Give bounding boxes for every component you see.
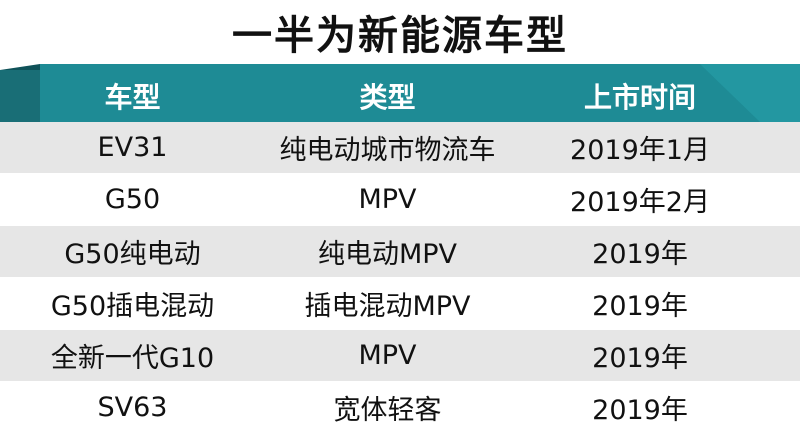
table-row: G50纯电动 纯电动MPV 2019年 [0,226,800,278]
cell-launch-time: 2019年1月 [570,135,710,166]
cell-launch-time: 2019年2月 [570,187,710,218]
cell-model: SV63 [97,392,168,423]
cell-model: 全新一代G10 [50,343,215,374]
cell-type: 纯电动MPV [317,239,458,270]
cell-type: MPV [358,184,417,215]
cell-launch-time: 2019年 [592,239,688,270]
table-row: SV63 宽体轻客 2019年 [0,382,800,434]
cell-type: 纯电动城市物流车 [279,135,496,166]
data-table: EV31 纯电动城市物流车 2019年1月 G50 MPV 2019年2月 G5… [0,122,800,434]
cell-model: G50纯电动 [64,239,201,270]
table-row: 全新一代G10 MPV 2019年 [0,330,800,382]
cell-type: MPV [358,340,417,371]
page-title: 一半为新能源车型 [232,13,568,59]
header-band [0,64,800,122]
header-model: 车型 [104,81,161,114]
cell-type: 插电混动MPV [304,291,471,322]
cell-launch-time: 2019年 [592,395,688,426]
header-type: 类型 [359,81,416,114]
cell-model: G50插电混动 [50,291,215,322]
table-header: 车型 类型 上市时间 [0,72,800,120]
header-launch-time: 上市时间 [583,81,696,114]
cell-launch-time: 2019年 [592,343,688,374]
cell-type: 宽体轻客 [333,395,442,426]
cell-model: EV31 [97,132,168,163]
cell-model: G50 [104,184,161,215]
table-row: G50 MPV 2019年2月 [0,174,800,226]
cell-launch-time: 2019年 [592,291,688,322]
table-row: EV31 纯电动城市物流车 2019年1月 [0,122,800,174]
table-row: G50插电混动 插电混动MPV 2019年 [0,278,800,330]
